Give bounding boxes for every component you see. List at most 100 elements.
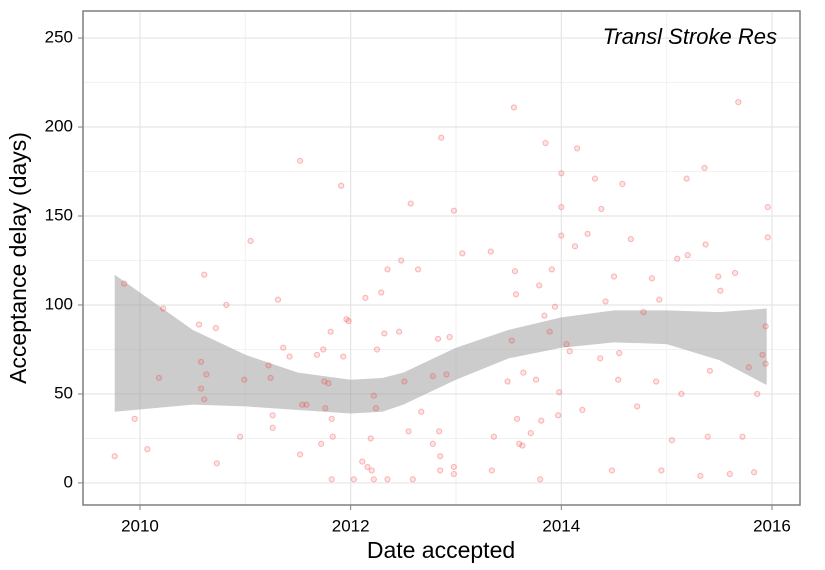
y-axis-title: Acceptance delay (days) [5,132,31,384]
point [405,428,412,435]
point [396,328,403,335]
point [370,476,377,483]
point [343,316,350,323]
point [488,467,495,474]
point [684,252,691,259]
point [571,243,579,250]
point [144,446,151,453]
plot-area [83,11,800,505]
point [436,428,443,435]
point [537,476,544,483]
point [619,180,626,188]
x-tick-label: 2012 [332,516,370,535]
point [338,182,345,189]
point [327,328,334,335]
grid [83,11,800,505]
plot-border [82,10,801,506]
point [350,476,357,483]
point [591,175,599,182]
point [321,378,328,385]
point [414,266,422,273]
point [513,415,521,422]
point [541,312,548,319]
point [372,405,380,412]
point [602,298,609,305]
point [459,250,466,257]
point [213,460,220,467]
point [378,289,385,296]
point [296,157,304,164]
point [203,371,210,378]
point [446,333,453,341]
point [111,453,118,460]
point [373,346,381,353]
point [269,412,276,419]
point [269,424,276,431]
point [532,376,540,383]
point [398,257,405,264]
point [438,134,445,141]
annotation: Transl Stroke Res [603,24,777,49]
point [490,433,498,440]
axes: 2010 2012 2014 2016 0 50 100 150 200 250 [45,28,791,536]
point [437,467,444,474]
point [296,451,304,458]
point [359,458,366,465]
point [508,337,515,344]
point [566,348,573,355]
point [556,389,563,396]
point [754,390,761,398]
point [678,390,685,398]
point [280,344,287,351]
point [155,374,163,382]
point [653,378,660,385]
point [574,145,581,152]
point [610,273,618,280]
point [450,207,457,214]
point [658,467,665,474]
point [584,230,591,237]
point [367,435,374,442]
point [247,237,254,245]
point [313,351,321,358]
point [726,470,733,478]
point [340,353,347,360]
point [274,296,282,303]
y-tick-label: 100 [45,294,73,313]
point [717,287,724,294]
point [555,412,562,419]
point [656,296,663,303]
point [286,353,293,360]
point [409,476,416,483]
point [563,341,570,348]
point [265,362,272,369]
point [558,232,565,239]
x-tick-label: 2010 [121,516,159,535]
point [429,373,436,380]
point [579,406,586,414]
point [512,291,520,298]
point [702,241,709,248]
point [201,396,208,403]
point [648,275,656,282]
point [320,346,327,353]
point [364,463,371,471]
point [764,234,771,241]
point [510,104,518,111]
confidence-band [114,274,767,414]
point [634,403,641,410]
point [241,376,248,383]
point [546,328,553,335]
point [704,433,711,440]
point [519,442,526,449]
point [121,280,128,287]
point [401,378,408,385]
point [443,371,450,378]
point [418,408,425,415]
point [715,273,722,280]
point [407,200,414,207]
points-layer [111,99,771,483]
point [527,430,534,437]
point [732,269,739,277]
